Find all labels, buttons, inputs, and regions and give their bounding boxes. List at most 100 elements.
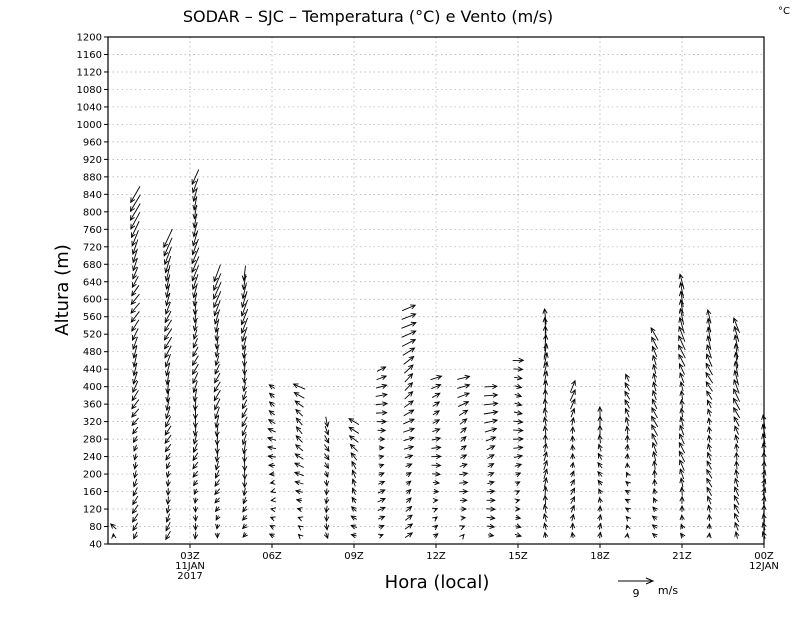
- wind-profile: [598, 407, 603, 538]
- reference-value: 9: [633, 587, 640, 600]
- wind-profile: [213, 265, 221, 538]
- wind-vector: [131, 212, 140, 228]
- y-tick-label: 880: [83, 172, 102, 183]
- wind-profile: [457, 375, 469, 539]
- wind-profile: [733, 318, 739, 539]
- x-tick-label: 2017: [177, 571, 202, 582]
- wind-vector: [131, 186, 140, 202]
- y-tick-label: 520: [83, 330, 102, 341]
- x-tick-label: 09Z: [344, 551, 364, 562]
- wind-vector-head: [515, 499, 520, 503]
- y-tick-label: 960: [83, 137, 102, 148]
- wind-profile: [513, 358, 524, 537]
- reference-vector: 9 m/s: [618, 578, 678, 600]
- wind-vectors: [111, 170, 767, 540]
- wind-vector: [131, 221, 139, 237]
- wind-profile: [706, 310, 713, 538]
- wind-profile: [484, 384, 498, 537]
- wind-profile: [679, 274, 686, 538]
- x-tick-label: 15Z: [508, 551, 528, 562]
- wind-vector-head: [271, 508, 276, 512]
- y-tick-label: 1040: [77, 102, 102, 113]
- wind-vector: [214, 282, 221, 299]
- wind-profile: [111, 524, 116, 539]
- y-tick-label: 760: [83, 225, 102, 236]
- wind-vector-head: [298, 517, 303, 521]
- x-axis-label: Hora (local): [385, 572, 490, 593]
- wind-vector-head: [681, 524, 685, 529]
- wind-vector: [403, 348, 415, 355]
- y-tick-label: 1080: [77, 85, 102, 96]
- y-tick-label: 160: [83, 487, 102, 498]
- y-tick-label: 80: [89, 522, 102, 533]
- y-tick-label: 400: [83, 382, 102, 393]
- x-tick-label: 21Z: [672, 551, 692, 562]
- wind-vector-head: [627, 472, 631, 477]
- wind-vector-head: [626, 491, 631, 495]
- y-tick-label: 40: [89, 540, 102, 551]
- x-tick-label: 12JAN: [749, 561, 779, 572]
- wind-profile: [376, 367, 387, 538]
- wind-vector-head: [432, 517, 437, 521]
- y-tick-label: 920: [83, 155, 102, 166]
- y-axis-label: Altura (m): [52, 244, 73, 336]
- wind-vector-head: [514, 491, 519, 495]
- wind-vector: [130, 195, 140, 211]
- y-tick-label: 1120: [77, 67, 102, 78]
- wind-vector-head: [378, 534, 383, 538]
- wind-vector-head: [299, 526, 304, 530]
- wind-profile: [431, 375, 442, 538]
- unit-corner-label: °C: [778, 6, 790, 17]
- wind-vector: [402, 340, 415, 347]
- y-tick-label: 560: [83, 312, 102, 323]
- wind-vector-head: [626, 508, 631, 512]
- wind-vector-head: [625, 499, 630, 503]
- chart-title: SODAR – SJC – Temperatura (°C) e Vento (…: [183, 7, 553, 26]
- wind-vector-head: [515, 482, 520, 486]
- wind-vector-head: [271, 489, 276, 493]
- wind-profile: [570, 381, 575, 538]
- wind-vector-head: [463, 410, 468, 414]
- wind-vector-head: [459, 534, 464, 539]
- y-tick-label: 1000: [77, 120, 102, 131]
- wind-profile: [294, 384, 306, 539]
- wind-profile: [164, 229, 173, 539]
- wind-vector-head: [706, 373, 710, 378]
- x-tick-label: 18Z: [590, 551, 610, 562]
- wind-vector-head: [270, 526, 275, 530]
- wind-vector-head: [271, 517, 276, 521]
- wind-profile: [241, 266, 248, 537]
- wind-profile: [651, 328, 658, 538]
- y-tick-label: 480: [83, 347, 102, 358]
- y-tick-label: 280: [83, 435, 102, 446]
- y-tick-label: 680: [83, 260, 102, 271]
- y-tick-labels: 4080120160200240280320360400440480520560…: [77, 33, 108, 551]
- y-tick-label: 640: [83, 277, 102, 288]
- y-tick-label: 720: [83, 242, 102, 253]
- y-tick-label: 600: [83, 295, 102, 306]
- grid-lines: [108, 37, 764, 544]
- wind-profile: [324, 417, 329, 538]
- wind-vector: [214, 273, 221, 290]
- y-tick-label: 360: [83, 400, 102, 411]
- x-tick-label: 06Z: [262, 551, 282, 562]
- wind-profile: [130, 186, 140, 538]
- x-tick-label: 12Z: [426, 551, 446, 562]
- wind-vector-head: [626, 525, 630, 530]
- y-tick-label: 840: [83, 190, 102, 201]
- wind-profile: [543, 309, 548, 538]
- y-tick-label: 320: [83, 417, 102, 428]
- wind-vector-head: [349, 427, 354, 431]
- wind-profile: [625, 374, 631, 538]
- y-tick-label: 200: [83, 470, 102, 481]
- y-tick-label: 800: [83, 207, 102, 218]
- wind-vector: [164, 229, 173, 247]
- wind-vector-head: [626, 517, 631, 522]
- reference-unit: m/s: [658, 584, 678, 597]
- y-tick-label: 1160: [77, 50, 102, 61]
- wind-vector-head: [298, 534, 303, 539]
- wind-vector-head: [165, 430, 169, 435]
- wind-vector-head: [298, 508, 303, 512]
- wind-profile: [401, 305, 415, 538]
